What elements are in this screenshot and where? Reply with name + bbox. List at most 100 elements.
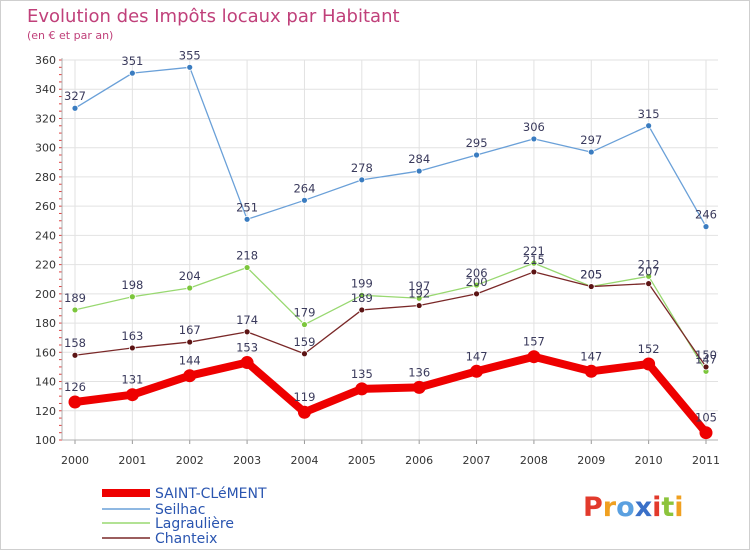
data-point	[415, 294, 423, 302]
data-point	[358, 176, 366, 184]
data-point	[473, 290, 480, 298]
legend-item: Lagraulière	[102, 516, 234, 532]
series-lagrauli-re: 189 198 204 218 179 199 197 206 221 205 212 147	[64, 244, 717, 375]
y-tick-label: 260	[35, 200, 56, 213]
x-tick-label: 2008	[520, 454, 548, 467]
data-label: 167	[179, 323, 201, 337]
logo-letter: r	[603, 492, 617, 523]
data-label: 284	[408, 152, 430, 166]
proxiti-logo: Proxiti	[583, 492, 684, 523]
data-label: 197	[408, 279, 430, 293]
data-point	[301, 321, 308, 328]
data-point	[527, 350, 541, 364]
x-tick-label: 2001	[118, 454, 146, 467]
data-point	[530, 268, 538, 276]
data-label: 297	[580, 133, 602, 147]
data-label: 295	[466, 136, 488, 150]
legend-label: SAINT-CLéMENT	[155, 486, 267, 502]
data-label: 200	[466, 275, 488, 289]
x-tick-label: 2003	[233, 454, 261, 467]
data-label: 159	[293, 335, 315, 349]
data-label: 147	[695, 352, 717, 366]
data-point	[297, 405, 311, 419]
data-point	[530, 135, 538, 143]
data-point	[125, 388, 139, 402]
data-point	[470, 364, 484, 378]
y-tick-label: 100	[35, 434, 56, 447]
data-label: 174	[236, 313, 258, 327]
y-tick-label: 300	[35, 142, 56, 155]
series-saint-cl-ment: 126 131 144 153 119 135 136 147 157 147 152 105	[64, 335, 717, 440]
data-label: 126	[64, 380, 86, 394]
data-label: 206	[466, 266, 488, 280]
y-tick-label: 360	[35, 54, 56, 67]
data-label: 147	[466, 349, 488, 363]
data-label: 327	[64, 89, 86, 103]
data-label: 158	[64, 336, 86, 350]
legend-item: SAINT-CLéMENT	[102, 486, 267, 502]
data-label: 119	[293, 390, 315, 404]
y-tick-label: 280	[35, 171, 56, 184]
y-tick-label: 220	[35, 259, 56, 272]
x-tick-label: 2005	[348, 454, 376, 467]
data-point	[186, 284, 194, 292]
data-point	[128, 69, 136, 77]
data-label: 135	[351, 367, 373, 381]
y-tick-label: 340	[35, 83, 56, 96]
legend-item: Chanteix	[102, 531, 217, 547]
series-line	[74, 66, 707, 227]
data-point	[71, 306, 79, 314]
x-tick-label: 2000	[61, 454, 89, 467]
data-label: 189	[64, 291, 86, 305]
data-label: 198	[121, 278, 143, 292]
data-label: 215	[523, 253, 545, 267]
legend-item: Seilhac	[102, 502, 205, 518]
data-point	[243, 215, 251, 223]
series-chanteix: 158 163 167 174 159 189 192 200 215 205 207 150	[64, 253, 717, 371]
logo-letter: P	[583, 492, 603, 523]
x-tick-label: 2002	[176, 454, 204, 467]
data-label: 150	[695, 348, 717, 362]
data-label: 163	[121, 329, 143, 343]
data-label: 207	[638, 265, 660, 279]
axis-layer: 100 120 140 160 180 200 220 240 260 280 300 320 340 3…	[35, 54, 720, 467]
series-line	[74, 271, 707, 368]
logo-letter: t	[661, 492, 674, 523]
data-label: 152	[638, 342, 660, 356]
y-tick-label: 140	[35, 376, 56, 389]
chart-subtitle: (en € et par an)	[27, 29, 113, 42]
data-label: 212	[638, 257, 660, 271]
data-label: 355	[179, 48, 201, 62]
data-point	[415, 302, 423, 309]
x-tick-label: 2007	[463, 454, 491, 467]
data-label: 179	[293, 306, 315, 320]
data-label: 218	[236, 249, 258, 263]
data-point	[301, 350, 308, 358]
logo-letter: x	[635, 492, 652, 523]
data-point	[645, 272, 653, 280]
x-tick-label: 2010	[635, 454, 663, 467]
y-tick-label: 120	[35, 405, 56, 418]
data-point	[699, 426, 713, 440]
data-label: 136	[408, 365, 430, 379]
data-point	[71, 104, 79, 112]
data-point	[240, 356, 254, 370]
x-tick-label: 2009	[577, 454, 605, 467]
x-tick-label: 2006	[405, 454, 433, 467]
data-point	[358, 291, 366, 299]
data-point	[642, 357, 656, 371]
series-line	[74, 352, 710, 436]
data-point	[412, 380, 426, 394]
data-point	[128, 344, 136, 352]
y-tick-label: 160	[35, 346, 56, 359]
data-point	[355, 382, 369, 396]
series-seilhac: 327 351 355 251 264 278 284 295 306 297 315 246	[64, 48, 717, 231]
data-point	[587, 283, 595, 290]
y-tick-label: 180	[35, 317, 56, 330]
data-label: 306	[523, 120, 545, 134]
data-point	[186, 338, 194, 346]
legend-label: Seilhac	[155, 502, 205, 518]
x-tick-label: 2004	[290, 454, 318, 467]
